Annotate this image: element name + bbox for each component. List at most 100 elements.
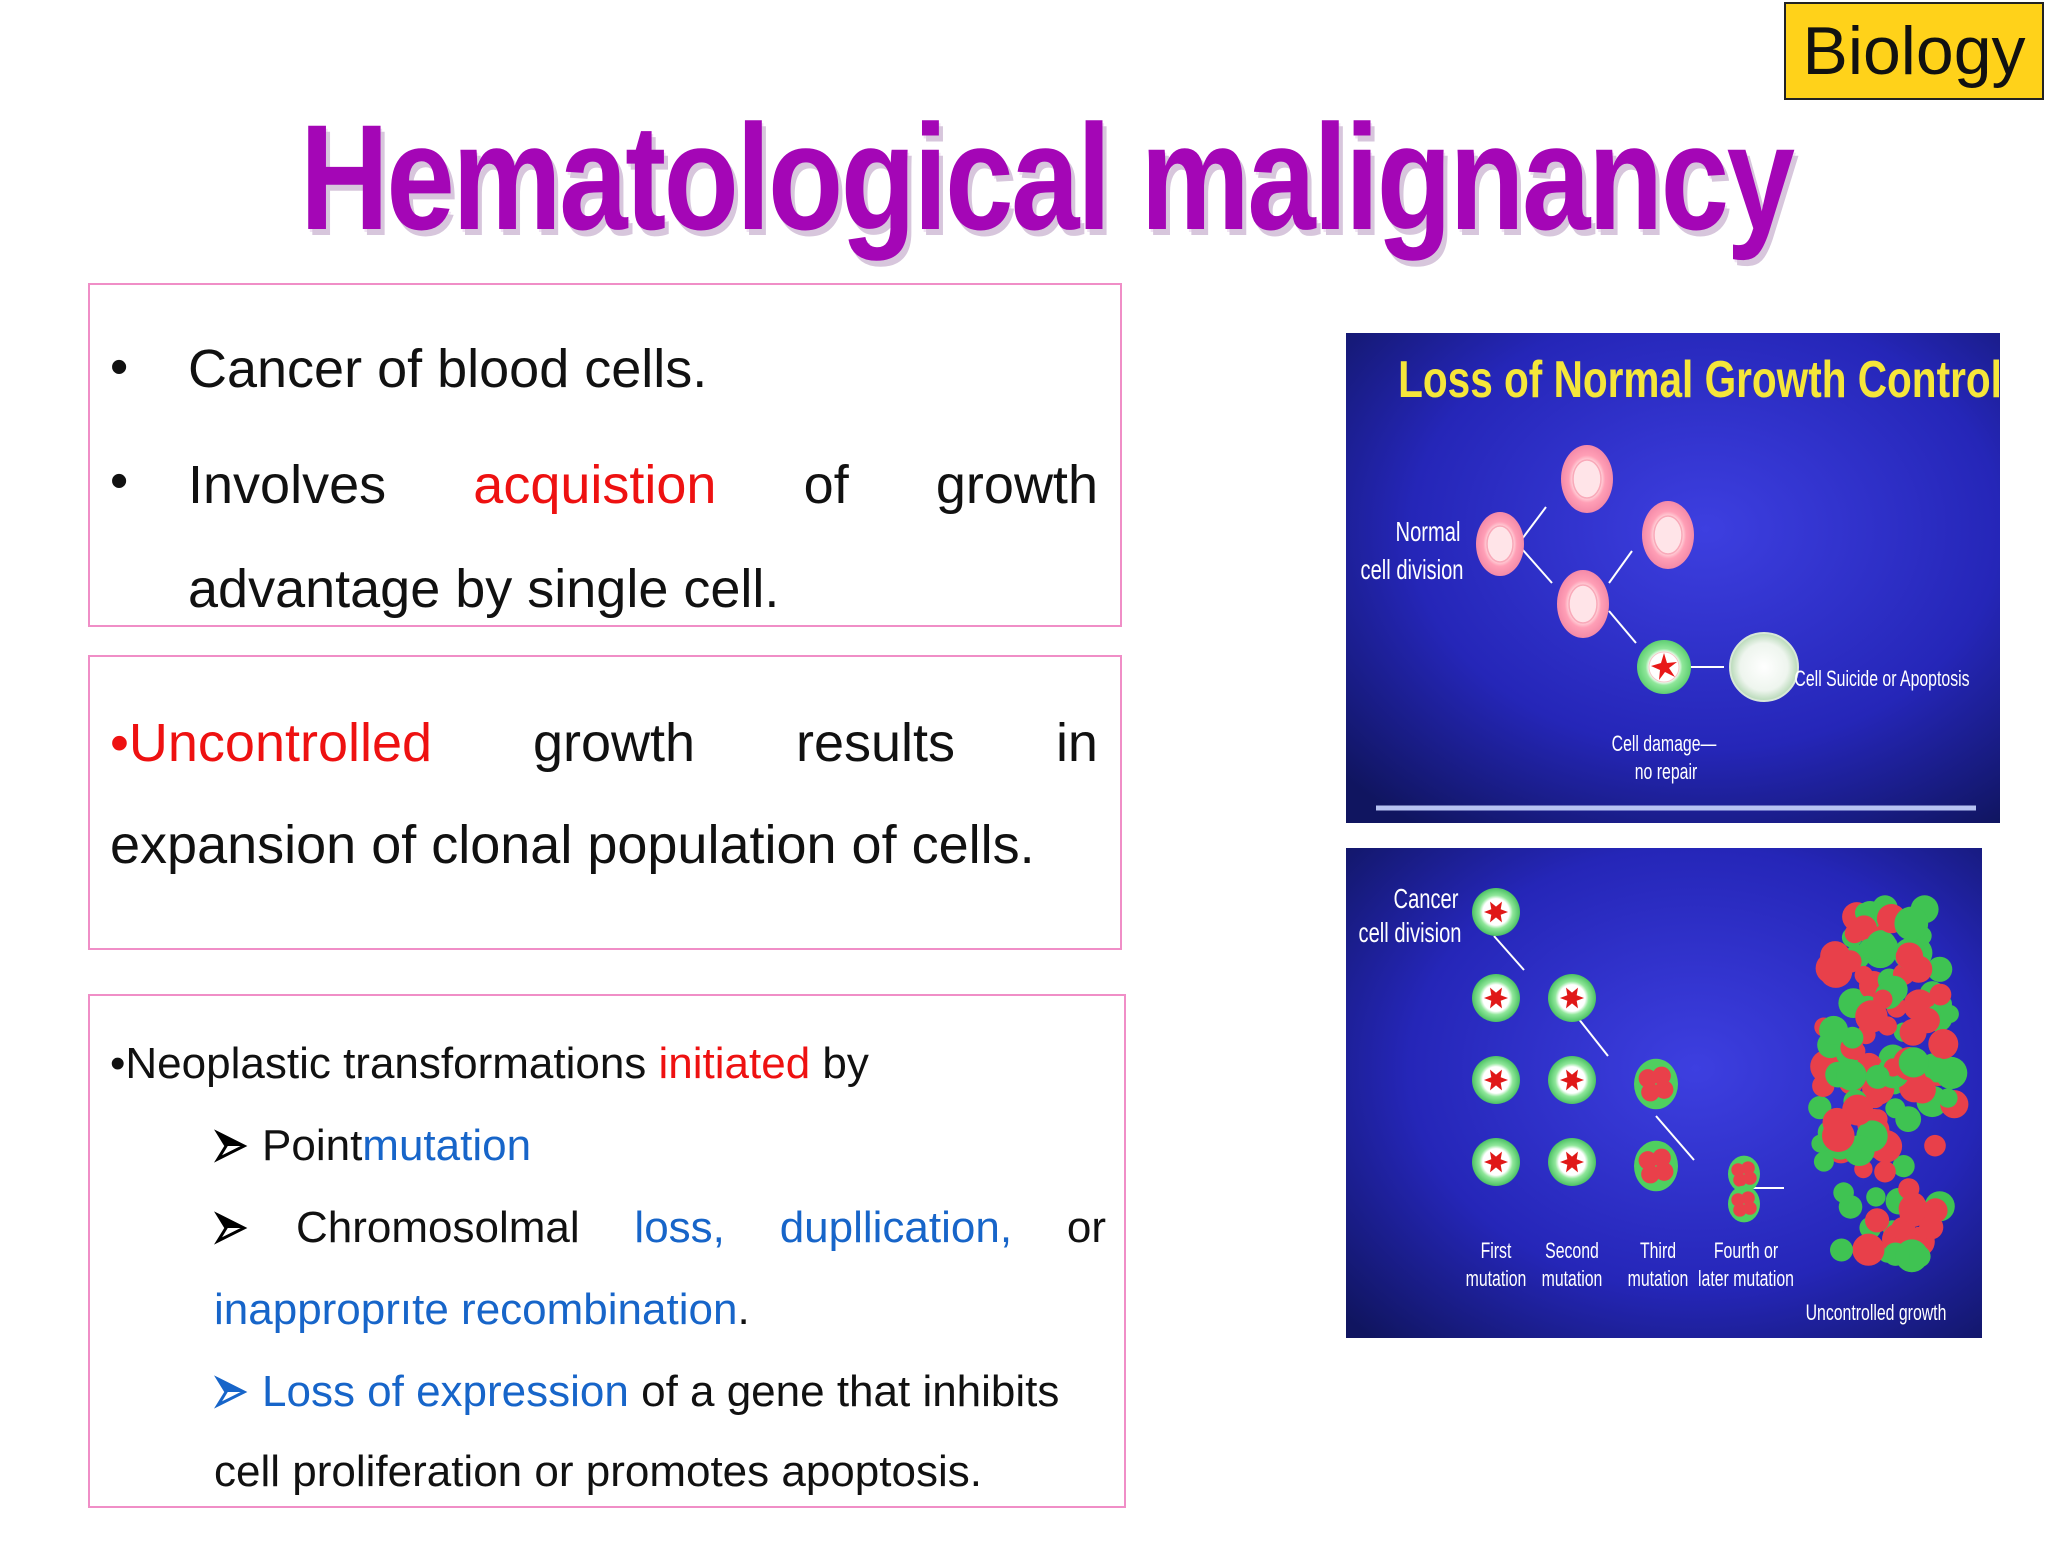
mutated-cell (1548, 1056, 1596, 1104)
tumor-cell (1874, 1160, 1896, 1183)
word: Chromosolmal (296, 1203, 580, 1252)
item-highlight: inapproprıte recombination (214, 1285, 738, 1334)
subject-tag: Biology (1784, 2, 2044, 100)
normal-cell (1642, 501, 1694, 569)
tumor-cell (1898, 1194, 1928, 1224)
uncontrolled-growth-box: •Uncontrolled growth results in expansio… (88, 655, 1122, 950)
division-connector (1577, 1017, 1609, 1057)
tumor-cell (1940, 1004, 1959, 1024)
definition-box: • Cancer of blood cells. • Involves acqu… (88, 283, 1122, 627)
division-connector (1608, 550, 1633, 584)
label-third-mutation: mutation (1628, 1268, 1689, 1292)
uncontrolled-line: •Uncontrolled growth results in (110, 709, 1098, 777)
label-first-mutation: mutation (1466, 1268, 1527, 1292)
tumor-cell (1852, 1233, 1885, 1266)
normal-cell (1557, 570, 1609, 638)
word-highlight: dupllication, (779, 1203, 1013, 1252)
item-highlight: Loss of expression (262, 1367, 629, 1416)
mutated-cell (1472, 1056, 1520, 1104)
tumor-cell (1938, 1088, 1958, 1108)
neoplastic-intro: •Neoplastic transformations initiated by (110, 1036, 869, 1092)
label-cancer-division: Cancer (1394, 884, 1459, 915)
division-connector (1608, 610, 1637, 644)
tumor-cell (1877, 1016, 1897, 1036)
normal-cell (1561, 445, 1613, 513)
label-cell-damage: no repair (1635, 761, 1698, 785)
arrow-bullet-icon (214, 1375, 248, 1409)
word: or (1066, 1203, 1106, 1252)
apoptotic-cell (1729, 632, 1799, 702)
label-fourth-mutation: Fourth or (1714, 1240, 1779, 1264)
tumor-cell (1838, 1195, 1863, 1219)
item-loss-of-expression: Loss of expression of a gene that inhibi… (214, 1364, 1059, 1420)
bullet-involves-continuation: advantage by single cell. (188, 559, 780, 619)
tumor-cell (1854, 965, 1873, 985)
arrow-bullet-icon (214, 1129, 248, 1163)
tumor-cell (1909, 1245, 1931, 1268)
tumor-cell (1929, 983, 1952, 1006)
word-highlight: acquistion (473, 455, 717, 515)
item-chromosomal-continuation: inapproprıte recombination. (214, 1282, 750, 1338)
word: results (795, 713, 956, 773)
tumor-mass (1808, 895, 1969, 1273)
word: growth (935, 455, 1098, 515)
normal-cell (1476, 512, 1524, 576)
item-point-mutation: Point mutation (214, 1118, 531, 1174)
tumor-cell (1898, 1047, 1929, 1078)
tumor-cell (1844, 923, 1865, 944)
tumor-cell (1836, 1060, 1867, 1091)
expansion-line: expansion of clonal population of cells. (110, 815, 1035, 875)
bullet-dot: • (110, 338, 129, 396)
bullet-involves-line: Involves acquistion of growth (188, 451, 1098, 519)
bullet-dot: • (110, 452, 129, 510)
bullet-cancer-of-blood: Cancer of blood cells. (188, 339, 708, 399)
label-first-mutation: First (1481, 1240, 1512, 1264)
tumor-cell (1923, 1198, 1948, 1223)
tumor-cell (1895, 1106, 1922, 1132)
label-cell-damage: Cell damage— (1612, 733, 1717, 757)
item-text: . (737, 1285, 750, 1334)
item-text: of a gene that inhibits (628, 1367, 1060, 1416)
word: of (803, 455, 849, 515)
intro-text: •Neoplastic transformations (110, 1039, 659, 1088)
tumor-cell (1899, 1018, 1927, 1046)
item-loss-continuation: cell proliferation or promotes apoptosis… (214, 1447, 982, 1496)
tumor-cell (1927, 956, 1953, 982)
tumor-cell (1865, 1208, 1890, 1233)
panel-background (1346, 333, 2000, 823)
mutated-cell (1548, 974, 1596, 1022)
tumor-cell (1873, 989, 1893, 1009)
item-chromosomal: Chromosolmal loss, dupllication, or (214, 1200, 1106, 1256)
word: growth (532, 713, 696, 773)
division-connector (1521, 548, 1553, 584)
mutated-cell (1548, 1138, 1596, 1186)
word-highlight: loss, (634, 1203, 725, 1252)
arrow-bullet-icon (214, 1211, 248, 1245)
label-normal-division: cell division (1361, 555, 1464, 586)
tumor-cell (1908, 1076, 1936, 1104)
third-mutation-cell (1634, 1140, 1678, 1192)
division-connector (1521, 506, 1547, 540)
tumor-cell (1894, 906, 1929, 941)
tumor-cell (1892, 1155, 1915, 1178)
label-normal-division: Normal (1396, 517, 1461, 548)
word: Involves (188, 455, 387, 515)
mutated-cell (1472, 974, 1520, 1022)
item-highlight: mutation (362, 1121, 532, 1170)
mutated-cell (1472, 888, 1520, 936)
tumor-cell (1924, 1057, 1950, 1083)
tumor-cell (1830, 1238, 1853, 1262)
tumor-cell (1891, 1216, 1916, 1241)
fourth-mutation-cell (1728, 1185, 1760, 1223)
word: in (1055, 713, 1098, 773)
neoplastic-box: •Neoplastic transformations initiated by… (88, 994, 1126, 1508)
tumor-cell (1842, 1094, 1874, 1126)
division-connector (1655, 1115, 1695, 1161)
label-apoptosis: Cell Suicide or Apoptosis (1794, 668, 1969, 692)
label-cancer-division: cell division (1359, 918, 1462, 949)
normal-growth-diagram: Loss of Normal Growth Control (1346, 333, 2000, 823)
slide-title: Hematological malignancy (300, 93, 1795, 261)
label-second-mutation: Second (1545, 1240, 1599, 1264)
panel-title: Loss of Normal Growth Control (1398, 350, 2000, 408)
tumor-cell (1865, 1064, 1890, 1089)
